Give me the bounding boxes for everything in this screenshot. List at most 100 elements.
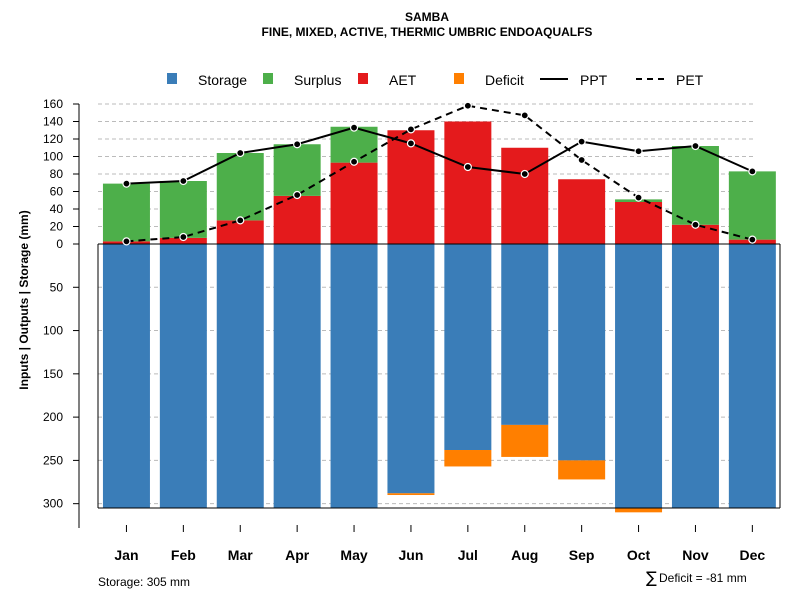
pet-point-mar [236, 216, 245, 225]
month-label-feb: Feb [171, 547, 196, 563]
ppt-point-feb [179, 176, 188, 186]
legend-surplus-label: Surplus [294, 72, 341, 88]
storage-bar-apr [273, 244, 321, 508]
surplus-bar-dec [728, 171, 776, 240]
y-tick-label: 20 [50, 220, 64, 234]
pet-point-may [349, 157, 359, 166]
storage-bar-jan [102, 244, 150, 508]
axes: 16014012010080604020050100150200250300Ja… [43, 97, 781, 563]
ppt-point-apr [293, 140, 302, 149]
y-tick-label: 40 [50, 202, 64, 216]
y-tick-label: 250 [43, 453, 63, 467]
pet-point-sep [577, 155, 586, 165]
month-label-apr: Apr [285, 547, 310, 563]
pet-point-jun [406, 125, 416, 134]
month-label-may: May [340, 547, 367, 563]
ppt-point-mar [236, 148, 245, 158]
storage-total: Storage: 305 mm [98, 575, 190, 589]
legend-deficit-swatch [454, 73, 464, 84]
deficit-bar-aug [501, 424, 549, 457]
ppt-point-jul [463, 162, 472, 172]
storage-bar-jun [387, 244, 435, 494]
aet-bar-nov [671, 224, 719, 244]
y-tick-label: 300 [43, 497, 63, 511]
aet-bar-may [330, 162, 378, 244]
y-axis-title: Inputs | Outputs | Storage (mm) [17, 210, 31, 389]
month-label-oct: Oct [627, 547, 651, 563]
y-tick-label: 100 [43, 324, 63, 338]
deficit-bar-jun [387, 493, 435, 496]
storage-bar-aug [501, 244, 549, 425]
aet-bar-apr [273, 195, 321, 244]
month-label-jun: Jun [399, 547, 424, 563]
storage-bar-jul [444, 244, 492, 451]
y-tick-label: 0 [56, 237, 63, 251]
month-label-jul: Jul [458, 547, 478, 563]
ppt-point-dec [748, 167, 757, 176]
aet-bar-aug [501, 147, 549, 244]
chart-title: SAMBA [405, 10, 449, 24]
y-tick-label: 100 [43, 150, 63, 164]
y-tick-label: 80 [50, 167, 64, 181]
month-label-dec: Dec [740, 547, 766, 563]
series-lines [122, 101, 757, 246]
storage-bar-feb [159, 244, 207, 508]
y-tick-label: 150 [43, 367, 63, 381]
ppt-point-jan [122, 179, 131, 188]
ppt-point-nov [691, 141, 700, 151]
legend-pet-label: PET [676, 72, 704, 88]
legend-ppt-label: PPT [580, 72, 608, 88]
pet-point-dec [748, 235, 757, 244]
legend-deficit-label: Deficit [485, 72, 524, 88]
sum-symbol: ∑ [646, 568, 657, 587]
legend: Storage Surplus AET Deficit PPT PET [167, 72, 704, 88]
pet-point-feb [179, 232, 188, 242]
surplus-bar-nov [671, 146, 719, 225]
pet-line [126, 104, 753, 243]
surplus-bar-feb [159, 181, 207, 238]
month-label-jan: Jan [114, 547, 138, 563]
month-label-nov: Nov [682, 547, 709, 563]
pet-point-oct [634, 193, 643, 202]
y-tick-label: 60 [50, 185, 64, 199]
storage-bar-mar [216, 244, 264, 508]
aet-bar-jul [444, 121, 492, 244]
storage-bar-dec [728, 244, 776, 508]
bars [102, 121, 776, 513]
aet-bar-sep [558, 179, 606, 244]
ppt-line [126, 126, 753, 185]
y-tick-label: 160 [43, 97, 63, 111]
pet-point-jan [122, 237, 131, 246]
storage-bar-sep [558, 244, 606, 461]
storage-bar-nov [671, 244, 719, 508]
ppt-point-jun [406, 139, 416, 148]
legend-aet-swatch [358, 73, 368, 84]
aet-bar-oct [615, 202, 663, 244]
deficit-total: Deficit = -81 mm [659, 571, 747, 585]
legend-surplus-swatch [263, 73, 273, 84]
y-tick-label: 50 [50, 280, 64, 294]
month-label-sep: Sep [569, 547, 595, 563]
ppt-point-oct [634, 147, 643, 156]
ppt-point-sep [577, 137, 586, 146]
surplus-bar-jan [102, 183, 150, 242]
legend-storage-label: Storage [198, 72, 247, 88]
y-tick-label: 140 [43, 115, 63, 129]
surplus-bar-mar [216, 153, 264, 221]
y-tick-label: 200 [43, 410, 63, 424]
pet-point-apr [293, 190, 302, 200]
pet-point-aug [520, 111, 529, 120]
surplus-bar-apr [273, 144, 321, 196]
pet-point-jul [463, 101, 472, 110]
month-label-aug: Aug [511, 547, 538, 563]
deficit-bar-oct [615, 508, 663, 513]
deficit-bar-jul [444, 450, 492, 467]
aet-bar-mar [216, 220, 264, 244]
legend-aet-label: AET [389, 72, 417, 88]
deficit-bar-sep [558, 460, 606, 480]
month-label-mar: Mar [228, 547, 253, 563]
chart-subtitle: FINE, MIXED, ACTIVE, THERMIC UMBRIC ENDO… [262, 25, 593, 39]
y-tick-label: 120 [43, 132, 63, 146]
ppt-point-may [349, 123, 359, 132]
